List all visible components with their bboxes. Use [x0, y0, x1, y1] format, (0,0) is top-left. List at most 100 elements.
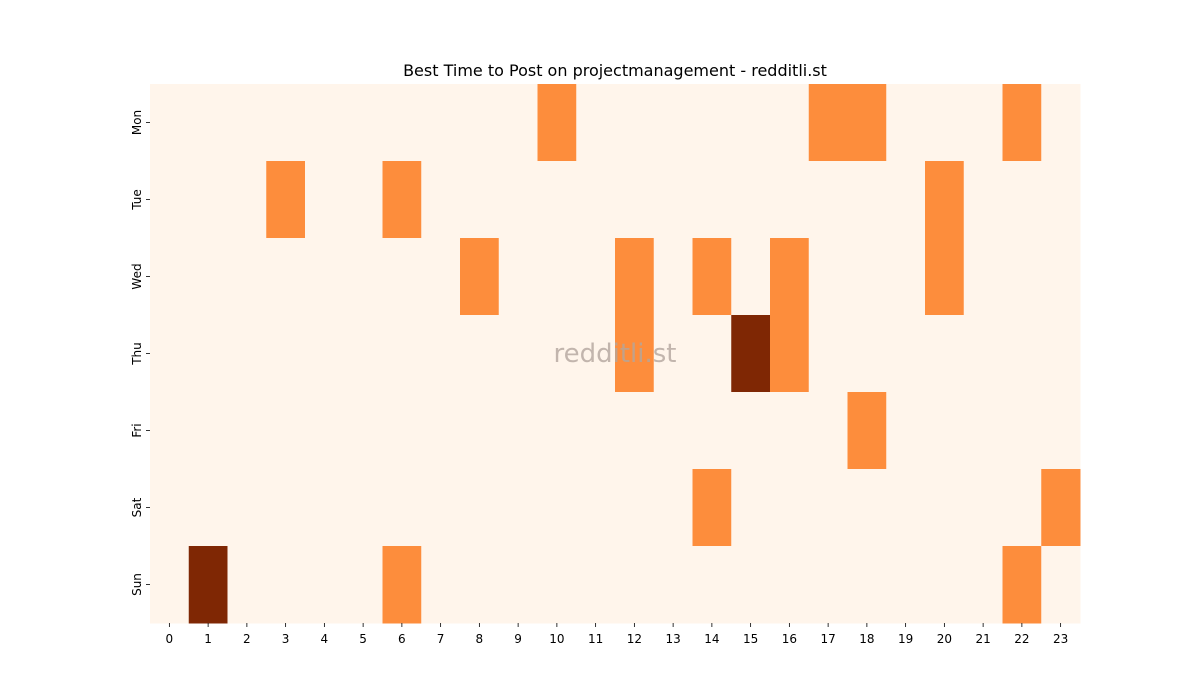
heatmap-cell-tue-21 — [963, 161, 1003, 239]
heatmap-cell-sun-14 — [692, 546, 732, 624]
watermark: redditli.st — [554, 339, 677, 369]
heatmap-cell-tue-7 — [421, 161, 461, 239]
heatmap-cell-thu-23 — [1041, 315, 1081, 393]
heatmap-cell-tue-8 — [460, 161, 500, 239]
heatmap-cell-thu-15 — [731, 315, 771, 393]
heatmap-cell-fri-23 — [1041, 392, 1081, 470]
heatmap-cell-sat-8 — [460, 469, 500, 547]
heatmap-cell-tue-1 — [188, 161, 228, 239]
heatmap-cell-sat-9 — [498, 469, 538, 547]
heatmap-cell-wed-20 — [925, 238, 965, 316]
heatmap-cell-tue-15 — [731, 161, 771, 239]
heatmap-cell-thu-6 — [382, 315, 422, 393]
chart-title: Best Time to Post on projectmanagement -… — [403, 61, 827, 80]
heatmap-cell-sat-20 — [925, 469, 965, 547]
heatmap-cell-thu-22 — [1002, 315, 1042, 393]
heatmap-cell-mon-18 — [847, 84, 887, 162]
heatmap-cell-wed-17 — [808, 238, 848, 316]
heatmap-cell-sun-20 — [925, 546, 965, 624]
heatmap-cell-wed-11 — [576, 238, 616, 316]
heatmap-cell-fri-19 — [886, 392, 926, 470]
x-tick-label: 8 — [476, 632, 484, 646]
heatmap-cell-thu-12 — [615, 315, 655, 393]
heatmap-cell-fri-7 — [421, 392, 461, 470]
heatmap-cell-mon-23 — [1041, 84, 1081, 162]
heatmap-cell-sat-10 — [537, 469, 577, 547]
heatmap-cell-thu-19 — [886, 315, 926, 393]
heatmap-cell-sun-23 — [1041, 546, 1081, 624]
heatmap-cell-sat-21 — [963, 469, 1003, 547]
heatmap-cell-wed-22 — [1002, 238, 1042, 316]
heatmap-cell-mon-0 — [150, 84, 190, 162]
heatmap-cell-thu-10 — [537, 315, 577, 393]
heatmap-cell-fri-1 — [188, 392, 228, 470]
heatmap-cell-wed-19 — [886, 238, 926, 316]
heatmap-cell-thu-9 — [498, 315, 538, 393]
heatmap-cell-mon-19 — [886, 84, 926, 162]
heatmap-cell-tue-12 — [615, 161, 655, 239]
heatmap-cell-mon-16 — [770, 84, 810, 162]
heatmap-cell-thu-13 — [653, 315, 693, 393]
heatmap-cell-mon-7 — [421, 84, 461, 162]
heatmap-cell-sun-8 — [460, 546, 500, 624]
heatmap-cell-fri-5 — [343, 392, 383, 470]
heatmap-cell-sat-7 — [421, 469, 461, 547]
y-tick-label: Tue — [130, 189, 144, 211]
heatmap-cell-mon-21 — [963, 84, 1003, 162]
heatmap-cell-tue-9 — [498, 161, 538, 239]
heatmap-cell-tue-4 — [305, 161, 345, 239]
x-tick-label: 17 — [820, 632, 835, 646]
heatmap-cell-sat-14 — [692, 469, 732, 547]
heatmap-cell-tue-13 — [653, 161, 693, 239]
heatmap-cell-thu-18 — [847, 315, 887, 393]
x-tick-label: 18 — [859, 632, 874, 646]
heatmap-cell-tue-5 — [343, 161, 383, 239]
heatmap-cell-sun-5 — [343, 546, 383, 624]
heatmap-cell-mon-17 — [808, 84, 848, 162]
heatmap-cell-sun-16 — [770, 546, 810, 624]
heatmap-cell-wed-1 — [188, 238, 228, 316]
x-tick-label: 1 — [204, 632, 212, 646]
x-tick-label: 6 — [398, 632, 406, 646]
x-tick-label: 22 — [1014, 632, 1029, 646]
x-tick-label: 12 — [627, 632, 642, 646]
y-tick-label: Sun — [130, 573, 144, 596]
x-tick-label: 15 — [743, 632, 758, 646]
x-tick-label: 14 — [704, 632, 719, 646]
heatmap-cell-fri-4 — [305, 392, 345, 470]
heatmap-cell-fri-15 — [731, 392, 771, 470]
heatmap-cell-thu-1 — [188, 315, 228, 393]
heatmap-cell-fri-21 — [963, 392, 1003, 470]
heatmap-cell-mon-8 — [460, 84, 500, 162]
heatmap-cell-fri-3 — [266, 392, 306, 470]
heatmap-cell-wed-18 — [847, 238, 887, 316]
heatmap-cell-fri-10 — [537, 392, 577, 470]
heatmap-cell-sun-19 — [886, 546, 926, 624]
heatmap-cell-tue-20 — [925, 161, 965, 239]
heatmap-cell-mon-2 — [227, 84, 267, 162]
heatmap-cell-wed-16 — [770, 238, 810, 316]
heatmap-cell-tue-16 — [770, 161, 810, 239]
heatmap-cell-sat-16 — [770, 469, 810, 547]
x-tick-label: 19 — [898, 632, 913, 646]
x-tick-label: 11 — [588, 632, 603, 646]
heatmap-cell-thu-4 — [305, 315, 345, 393]
heatmap-cell-sat-12 — [615, 469, 655, 547]
heatmap-cell-sun-9 — [498, 546, 538, 624]
heatmap-cell-mon-5 — [343, 84, 383, 162]
x-tick-label: 4 — [321, 632, 329, 646]
y-tick-label: Sat — [130, 497, 144, 517]
heatmap-cell-sat-23 — [1041, 469, 1081, 547]
heatmap-cell-mon-3 — [266, 84, 306, 162]
heatmap-cell-mon-20 — [925, 84, 965, 162]
heatmap-cell-tue-3 — [266, 161, 306, 239]
heatmap-cell-sat-17 — [808, 469, 848, 547]
heatmap-cell-sun-6 — [382, 546, 422, 624]
x-tick-label: 0 — [166, 632, 174, 646]
heatmap-cell-tue-19 — [886, 161, 926, 239]
heatmap-cell-sun-12 — [615, 546, 655, 624]
heatmap-cell-sat-1 — [188, 469, 228, 547]
x-tick-label: 13 — [665, 632, 680, 646]
heatmap-cell-fri-2 — [227, 392, 267, 470]
